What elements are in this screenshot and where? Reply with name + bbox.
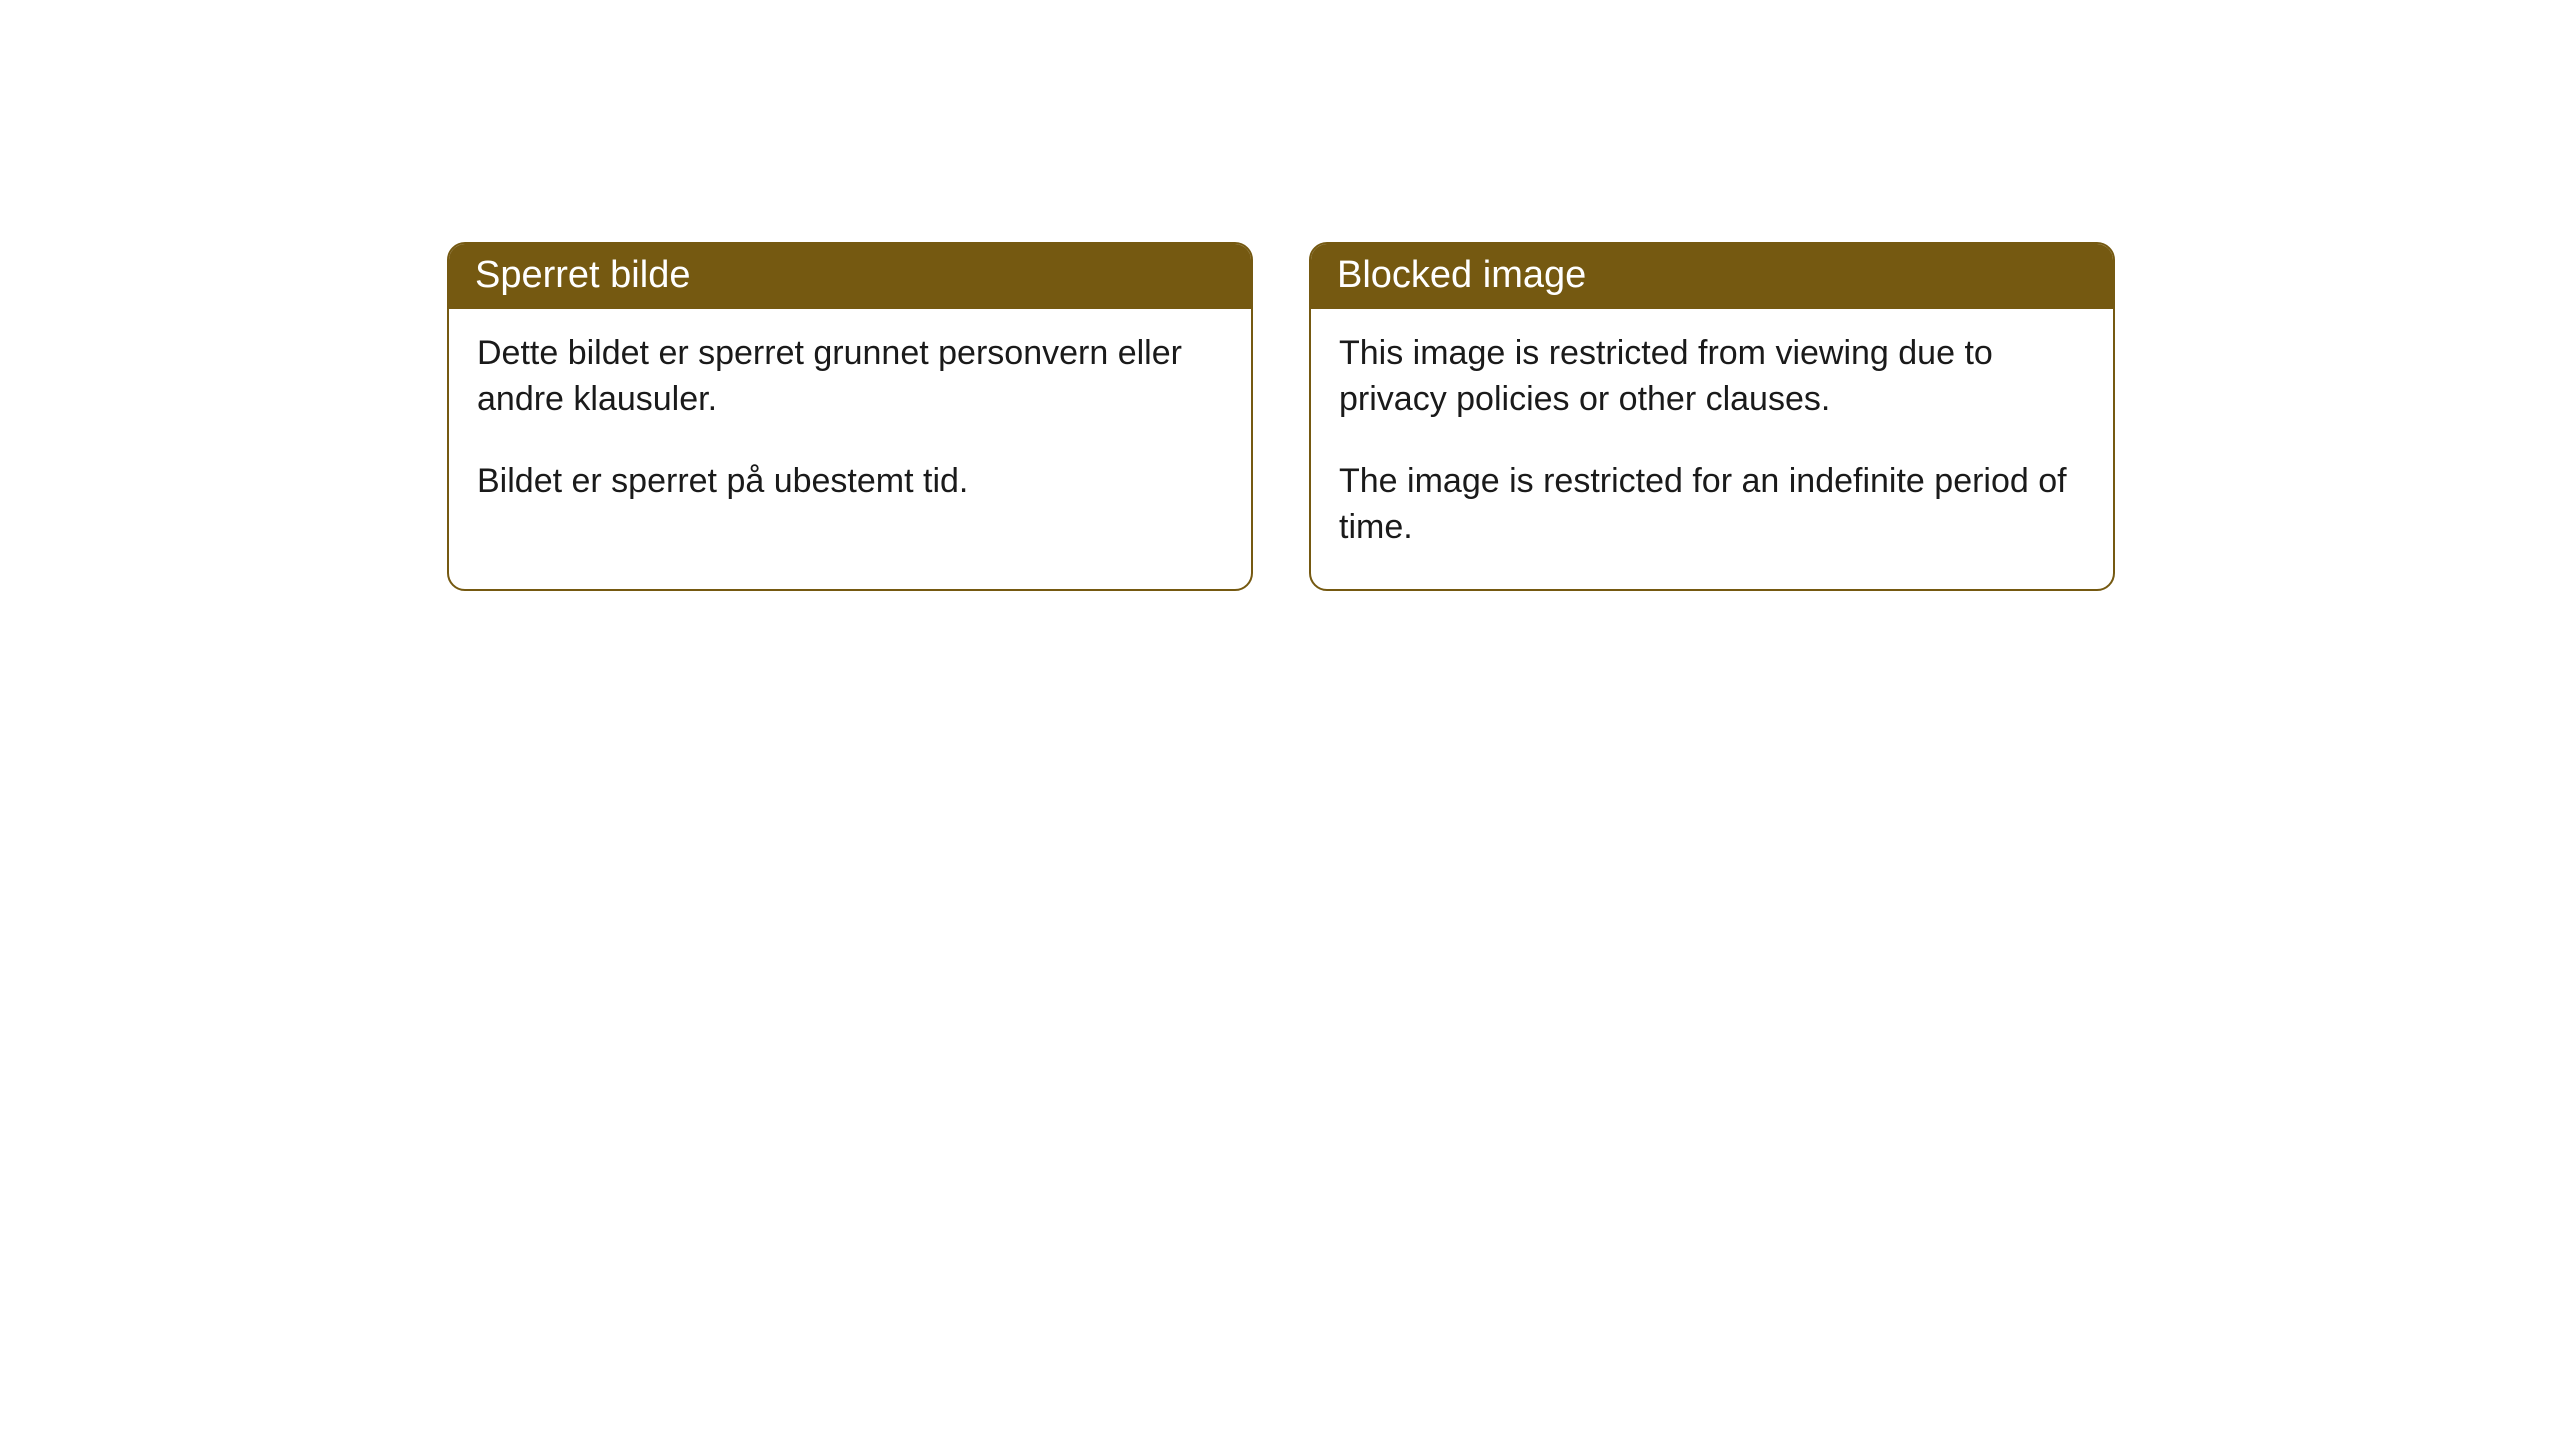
notice-card-norwegian: Sperret bilde Dette bildet er sperret gr… — [447, 242, 1253, 591]
card-paragraph-2-norwegian: Bildet er sperret på ubestemt tid. — [477, 459, 1223, 505]
notice-card-english: Blocked image This image is restricted f… — [1309, 242, 2115, 591]
card-paragraph-1-norwegian: Dette bildet er sperret grunnet personve… — [477, 331, 1223, 423]
card-paragraph-1-english: This image is restricted from viewing du… — [1339, 331, 2085, 423]
cards-container: Sperret bilde Dette bildet er sperret gr… — [447, 242, 2115, 591]
card-title-norwegian: Sperret bilde — [449, 244, 1251, 309]
card-body-english: This image is restricted from viewing du… — [1311, 309, 2113, 589]
card-title-english: Blocked image — [1311, 244, 2113, 309]
card-paragraph-2-english: The image is restricted for an indefinit… — [1339, 459, 2085, 551]
card-body-norwegian: Dette bildet er sperret grunnet personve… — [449, 309, 1251, 543]
